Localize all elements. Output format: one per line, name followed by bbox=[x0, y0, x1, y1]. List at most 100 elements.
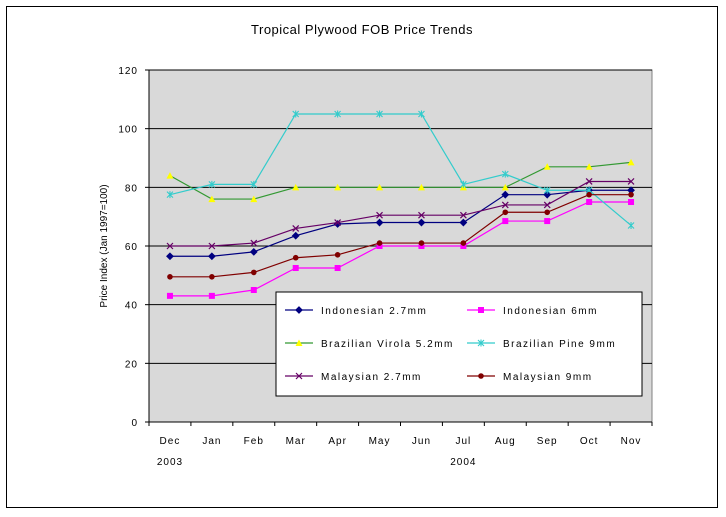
data-point-indonesian-6mm bbox=[166, 292, 173, 299]
data-point-malaysian-9mm bbox=[460, 240, 467, 246]
legend-marker-brazilian-pine-9mm bbox=[477, 339, 485, 347]
data-point-indonesian-6mm bbox=[292, 265, 299, 271]
data-point-brazilian-virola-5-2mm bbox=[166, 172, 174, 179]
data-point-indonesian-6mm bbox=[418, 243, 425, 249]
y-tick-label: 120 bbox=[118, 66, 138, 77]
data-point-malaysian-2-7mm bbox=[501, 201, 509, 209]
legend-marker-brazilian-virola-5-2mm bbox=[295, 339, 303, 346]
series-line-indonesian-2-7mm bbox=[169, 189, 632, 257]
data-point-brazilian-virola-5-2mm bbox=[627, 158, 635, 166]
data-point-brazilian-virola-5-2mm bbox=[417, 183, 425, 191]
data-point-brazilian-pine-9mm bbox=[334, 110, 342, 118]
data-point-indonesian-2-7mm bbox=[543, 190, 552, 199]
data-point-indonesian-6mm bbox=[250, 287, 257, 293]
data-point-brazilian-pine-9mm bbox=[208, 180, 216, 188]
data-point-indonesian-2-7mm bbox=[459, 218, 468, 227]
legend-box bbox=[275, 291, 643, 397]
legend-label-indonesian-6mm: Indonesian 6mm bbox=[503, 306, 598, 317]
data-point-malaysian-9mm bbox=[628, 191, 634, 198]
data-point-malaysian-9mm bbox=[376, 240, 383, 246]
data-point-malaysian-2-7mm bbox=[543, 201, 551, 209]
data-point-malaysian-9mm bbox=[586, 191, 592, 198]
data-point-brazilian-pine-9mm bbox=[543, 186, 551, 194]
data-point-malaysian-2-7mm bbox=[627, 178, 635, 185]
data-point-indonesian-6mm bbox=[628, 199, 635, 205]
data-point-malaysian-2-7mm bbox=[250, 239, 258, 247]
data-point-indonesian-6mm bbox=[502, 218, 509, 225]
series-line-indonesian-6mm bbox=[169, 201, 632, 297]
data-point-indonesian-2-7mm bbox=[417, 218, 426, 227]
y-tick-label: 60 bbox=[125, 242, 138, 253]
data-point-brazilian-virola-5-2mm bbox=[585, 163, 593, 170]
series-line-malaysian-9mm bbox=[169, 194, 632, 278]
data-point-malaysian-2-7mm bbox=[208, 242, 216, 250]
data-point-brazilian-virola-5-2mm bbox=[501, 183, 509, 191]
legend-marker-malaysian-2-7mm bbox=[295, 372, 303, 380]
data-point-brazilian-virola-5-2mm bbox=[334, 183, 342, 191]
data-point-brazilian-pine-9mm bbox=[627, 221, 635, 229]
data-point-indonesian-6mm bbox=[544, 218, 551, 225]
plot-area: 0 20 40 60 80 100 120 Dec Jan Feb Mar Apr May Jun Jul A… bbox=[118, 66, 653, 468]
series-line-brazilian-virola-5-2mm bbox=[169, 161, 632, 200]
data-point-malaysian-2-7mm bbox=[418, 211, 425, 219]
y-tick-label: 0 bbox=[131, 418, 138, 429]
x-tick-label: Jul bbox=[455, 436, 471, 447]
data-point-malaysian-2-7mm bbox=[585, 178, 593, 185]
legend-label-malaysian-9mm: Malaysian 9mm bbox=[503, 372, 593, 383]
data-point-indonesian-6mm bbox=[586, 199, 593, 205]
legend-label-indonesian-2-7mm: Indonesian 2.7mm bbox=[321, 306, 427, 317]
data-point-indonesian-2-7mm bbox=[501, 190, 510, 199]
x-tick-label: Nov bbox=[621, 436, 642, 447]
series-line-malaysian-2-7mm bbox=[169, 180, 632, 247]
data-point-brazilian-pine-9mm bbox=[376, 110, 383, 118]
data-point-brazilian-virola-5-2mm bbox=[543, 163, 551, 170]
data-point-malaysian-2-7mm bbox=[166, 242, 174, 250]
x-tick-label: Sep bbox=[537, 436, 558, 447]
data-point-malaysian-9mm bbox=[418, 240, 425, 246]
y-tick-label: 100 bbox=[118, 125, 138, 136]
x-tick-label: Jan bbox=[202, 436, 221, 447]
data-point-indonesian-2-7mm bbox=[249, 247, 258, 256]
data-point-malaysian-9mm bbox=[209, 274, 215, 280]
data-point-indonesian-6mm bbox=[376, 243, 383, 249]
data-point-brazilian-pine-9mm bbox=[292, 110, 300, 118]
data-point-brazilian-virola-5-2mm bbox=[208, 195, 216, 203]
x-tick-label: Apr bbox=[328, 436, 347, 447]
data-point-brazilian-pine-9mm bbox=[501, 170, 509, 178]
year-label: 2004 bbox=[450, 457, 476, 468]
data-point-brazilian-pine-9mm bbox=[166, 191, 174, 199]
legend-label-brazilian-virola-5-2mm: Brazilian Virola 5.2mm bbox=[321, 339, 454, 350]
x-tick-label: Mar bbox=[286, 436, 306, 447]
series-line-brazilian-pine-9mm bbox=[169, 113, 632, 226]
data-point-indonesian-2-7mm bbox=[166, 252, 174, 261]
y-tick-label: 40 bbox=[125, 301, 138, 312]
x-tick-label: Jun bbox=[412, 436, 431, 447]
data-point-malaysian-2-7mm bbox=[459, 211, 467, 219]
data-point-malaysian-9mm bbox=[167, 274, 173, 280]
data-point-brazilian-pine-9mm bbox=[418, 110, 425, 118]
data-point-indonesian-6mm bbox=[460, 243, 467, 249]
data-point-malaysian-9mm bbox=[292, 254, 299, 261]
data-point-indonesian-2-7mm bbox=[375, 218, 384, 227]
year-label: 2003 bbox=[157, 457, 183, 468]
data-point-malaysian-2-7mm bbox=[334, 219, 342, 226]
data-point-brazilian-pine-9mm bbox=[250, 180, 258, 188]
data-point-malaysian-2-7mm bbox=[292, 224, 300, 232]
x-tick-label: Dec bbox=[160, 436, 181, 447]
legend-label-brazilian-pine-9mm: Brazilian Pine 9mm bbox=[503, 339, 616, 350]
chart-title: Tropical Plywood FOB Price Trends bbox=[251, 22, 473, 37]
legend-marker-indonesian-2-7mm bbox=[295, 306, 303, 314]
data-point-brazilian-pine-9mm bbox=[459, 180, 467, 188]
y-axis-label: Price Index (Jan 1997=100) bbox=[99, 184, 110, 307]
legend-label-malaysian-2-7mm: Malaysian 2.7mm bbox=[321, 372, 422, 383]
data-point-brazilian-virola-5-2mm bbox=[292, 183, 300, 191]
data-point-brazilian-virola-5-2mm bbox=[376, 183, 384, 191]
data-point-indonesian-6mm bbox=[208, 292, 215, 299]
legend: Indonesian 2.7mm Indonesian 6mm Brazilian … bbox=[275, 291, 643, 397]
data-point-indonesian-2-7mm bbox=[207, 252, 216, 261]
x-tick-label: Feb bbox=[244, 436, 264, 447]
data-point-malaysian-9mm bbox=[250, 269, 257, 276]
data-point-brazilian-virola-5-2mm bbox=[250, 195, 258, 203]
x-tick-label: Aug bbox=[495, 436, 516, 447]
